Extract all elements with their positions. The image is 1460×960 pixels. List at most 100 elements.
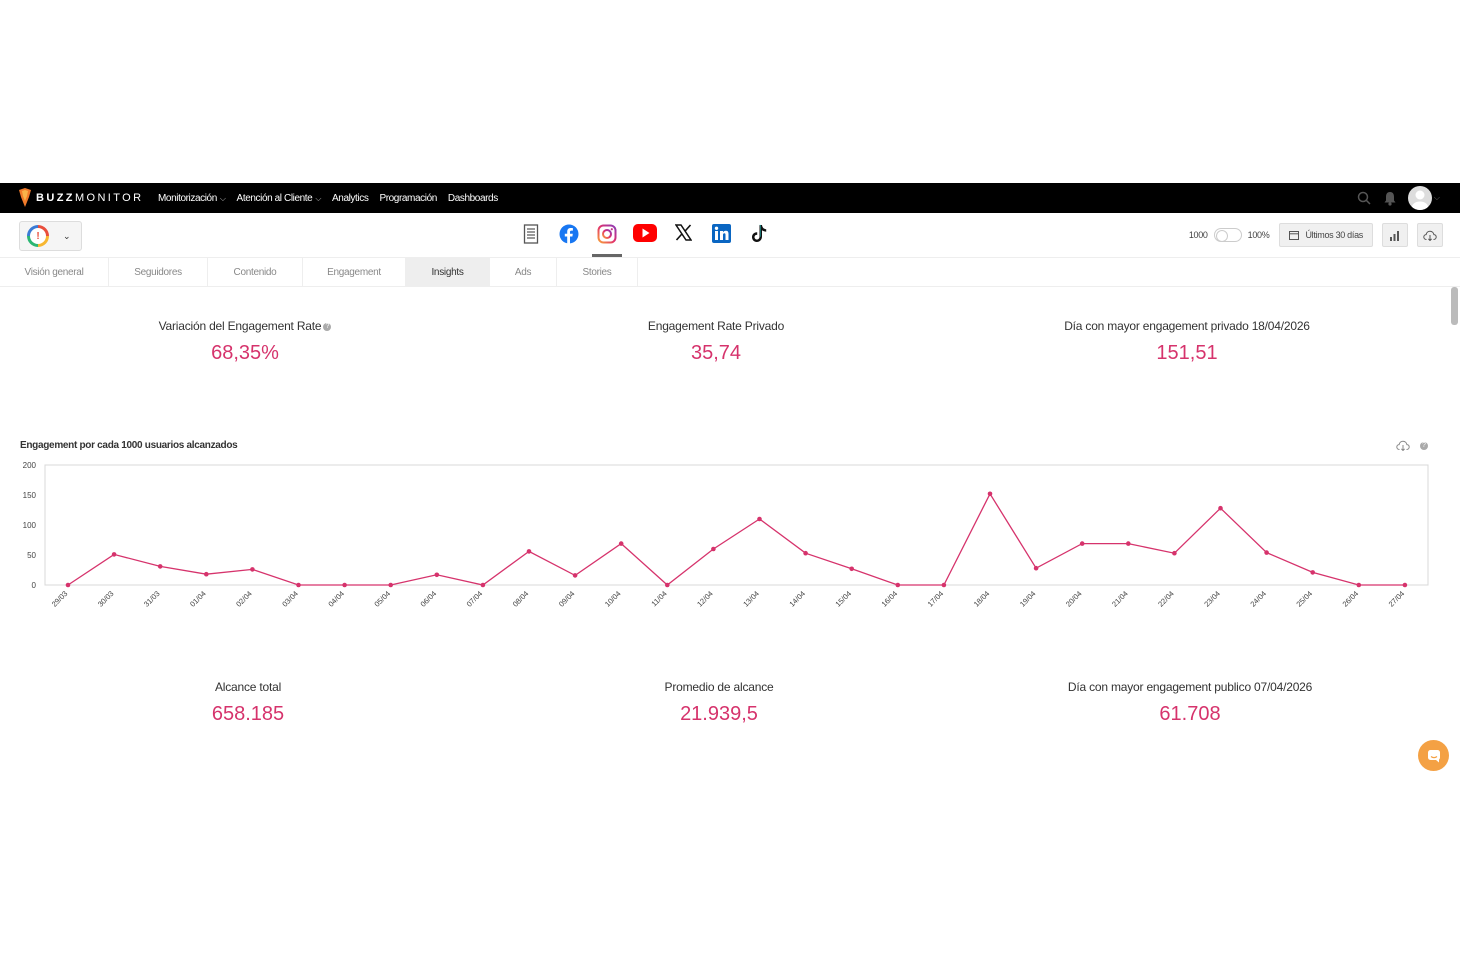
data-point[interactable] — [572, 573, 578, 578]
menu-monitorizacion[interactable]: Monitorización ⌵ — [158, 192, 226, 204]
network-tiktok[interactable] — [740, 221, 778, 257]
x-tick-label: 21/04 — [1110, 589, 1130, 609]
date-range-button[interactable]: Últimos 30 días — [1279, 223, 1373, 247]
instagram-icon — [597, 224, 617, 244]
x-tick-label: 16/04 — [880, 589, 900, 609]
network-youtube[interactable] — [626, 221, 664, 257]
data-point[interactable] — [618, 541, 624, 546]
y-tick-label: 200 — [23, 461, 37, 470]
x-tick-label: 07/04 — [465, 589, 485, 609]
data-point[interactable] — [250, 567, 255, 572]
data-point[interactable] — [1218, 505, 1223, 511]
data-point[interactable] — [1310, 570, 1315, 575]
tab-seguidores[interactable]: Seguidores — [109, 258, 208, 286]
menu-dashboards[interactable]: Dashboards — [447, 192, 498, 204]
x-tick-label: 29/03 — [50, 589, 70, 609]
app-window: BUZZMONITOR Monitorización ⌵ Atención al … — [0, 183, 1460, 777]
network-facebook[interactable] — [550, 221, 588, 257]
x-tick-label: 30/03 — [96, 589, 116, 609]
data-point[interactable] — [480, 582, 486, 588]
data-point[interactable] — [1402, 582, 1408, 588]
metric-toggle[interactable] — [1213, 228, 1242, 242]
overview-list-icon — [523, 224, 539, 244]
x-tick-label: 19/04 — [1018, 589, 1038, 609]
stat-label: Día con mayor engagement privado 18/04/2… — [1064, 319, 1310, 333]
section-tabs: Visión general Seguidores Contenido Enga… — [0, 258, 1460, 287]
scrollbar-thumb[interactable] — [1451, 287, 1458, 325]
series-line — [67, 492, 1405, 586]
network-linkedin[interactable] — [702, 221, 740, 257]
help-icon[interactable]: ? — [1420, 441, 1428, 450]
y-tick-label: 100 — [23, 521, 37, 530]
data-point[interactable] — [711, 546, 716, 552]
data-point[interactable] — [757, 516, 762, 522]
help-icon[interactable]: ? — [323, 322, 332, 331]
data-point[interactable] — [204, 571, 209, 577]
export-button[interactable] — [1417, 223, 1443, 247]
calendar-icon — [1289, 231, 1300, 240]
data-point[interactable] — [434, 572, 440, 578]
data-point[interactable] — [526, 549, 532, 554]
chevron-down-icon[interactable]: ⌵ — [1433, 193, 1440, 202]
stat-value: 151,51 — [1156, 342, 1218, 364]
data-point[interactable] — [342, 582, 347, 588]
menu-atencion-cliente[interactable]: Atención al Cliente ⌵ — [236, 192, 322, 204]
data-point[interactable] — [157, 564, 163, 569]
x-tick-label: 11/04 — [649, 589, 668, 608]
tab-stories[interactable]: Stories — [557, 258, 638, 286]
data-point[interactable] — [388, 582, 394, 588]
tab-contenido[interactable]: Contenido — [208, 258, 303, 286]
data-point[interactable] — [296, 582, 301, 588]
search-icon[interactable] — [1356, 190, 1372, 206]
facebook-icon — [559, 224, 579, 244]
brand-selector[interactable]: ! ⌄ — [19, 221, 82, 251]
chat-icon — [1427, 749, 1440, 762]
menu-programacion[interactable]: Programación — [379, 192, 437, 204]
top-navbar: BUZZMONITOR Monitorización ⌵ Atención al … — [0, 183, 1460, 213]
network-x[interactable] — [664, 221, 702, 257]
network-selector — [512, 221, 778, 257]
tab-vision-general[interactable]: Visión general — [0, 258, 109, 286]
stat-top-private-day: Día con mayor engagement privado 18/04/2… — [1012, 319, 1362, 365]
tab-insights[interactable]: Insights — [406, 258, 490, 286]
data-point[interactable] — [803, 550, 808, 556]
data-point[interactable] — [1264, 550, 1269, 555]
menu-analytics[interactable]: Analytics — [332, 192, 369, 204]
network-overview[interactable] — [512, 221, 550, 257]
y-tick-label: 50 — [27, 551, 36, 560]
buzzmonitor-logo[interactable]: BUZZMONITOR — [18, 187, 143, 209]
data-point[interactable] — [1079, 541, 1085, 546]
tab-engagement[interactable]: Engagement — [303, 258, 406, 286]
user-avatar[interactable] — [1407, 186, 1432, 210]
x-tick-label: 17/04 — [926, 589, 946, 609]
data-point[interactable] — [1172, 550, 1177, 556]
data-point[interactable] — [1126, 541, 1131, 546]
cloud-download-icon[interactable] — [1396, 440, 1410, 451]
tab-ads[interactable]: Ads — [490, 258, 557, 286]
stat-value: 21.939,5 — [680, 703, 758, 725]
x-tick-label: 18/04 — [972, 589, 992, 609]
toggle-right-label: 100% — [1247, 230, 1270, 240]
toolbar-right: 1000 100% Últimos 30 días — [1189, 223, 1443, 247]
data-point[interactable] — [849, 566, 854, 572]
chart-view-button[interactable] — [1382, 223, 1408, 247]
data-point[interactable] — [941, 582, 947, 588]
data-point[interactable] — [1033, 565, 1039, 571]
data-point[interactable] — [665, 582, 670, 588]
x-tick-label: 26/04 — [1341, 589, 1361, 609]
x-tick-label: 05/04 — [372, 589, 392, 609]
bar-chart-icon — [1390, 230, 1399, 241]
cloud-download-icon — [1423, 230, 1437, 241]
data-point[interactable] — [895, 582, 901, 588]
stat-promedio-alcance: Promedio de alcance 21.939,5 — [569, 680, 869, 726]
network-instagram[interactable] — [588, 221, 626, 257]
bell-icon[interactable] — [1382, 190, 1398, 206]
stat-value: 35,74 — [690, 342, 742, 364]
data-point[interactable] — [65, 582, 71, 588]
data-point[interactable] — [1356, 582, 1362, 588]
data-point[interactable] — [111, 552, 117, 557]
x-tick-label: 27/04 — [1387, 589, 1407, 609]
data-point[interactable] — [987, 491, 993, 497]
chat-launcher-button[interactable] — [1418, 740, 1449, 771]
stat-label: Variación del Engagement Rate — [158, 319, 322, 333]
